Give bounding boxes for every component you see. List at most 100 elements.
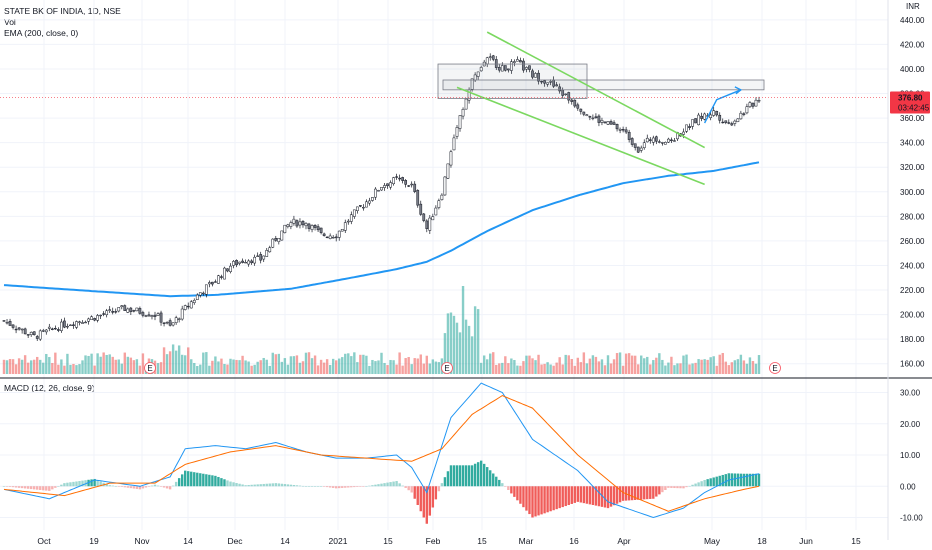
- candle-body: [66, 325, 69, 328]
- projection-arrow: [703, 89, 742, 124]
- time-tick-label: Jun: [799, 536, 813, 546]
- symbol-title[interactable]: STATE BK OF INDIA, 1D, NSE: [4, 6, 121, 16]
- volume-bar: [458, 332, 462, 374]
- candle-body: [162, 322, 166, 324]
- candle-body: [413, 183, 417, 192]
- candle-body: [642, 142, 646, 149]
- volume-bar: [655, 357, 658, 374]
- volume-bar: [365, 355, 368, 374]
- volume-bar: [325, 359, 329, 374]
- volume-bar: [721, 352, 724, 374]
- volume-bar: [319, 359, 323, 374]
- candle-body: [516, 59, 519, 62]
- volume-bar: [187, 347, 190, 374]
- candle-body: [325, 236, 329, 239]
- ema-legend[interactable]: EMA (200, close, 0): [4, 28, 79, 38]
- candle-body: [352, 209, 356, 217]
- candle-body: [383, 185, 386, 188]
- macd-histogram-bar: [313, 486, 317, 487]
- macd-histogram-bar: [295, 485, 299, 487]
- candle-body: [337, 230, 341, 238]
- candle-body: [739, 112, 743, 120]
- candle-body: [35, 336, 39, 339]
- candle-body: [736, 118, 740, 122]
- macd-histogram-bar: [180, 474, 184, 487]
- macd-histogram-bar: [184, 470, 187, 487]
- candle-body: [99, 314, 102, 317]
- volume-bar: [742, 360, 746, 374]
- candle-body: [721, 121, 725, 124]
- candle-body: [431, 216, 435, 221]
- candle-body: [177, 318, 181, 320]
- volume-bar: [416, 358, 419, 374]
- macd-histogram-bar: [171, 485, 175, 487]
- macd-histogram-bar: [558, 486, 561, 509]
- volume-bar: [498, 363, 501, 374]
- candle-body: [32, 331, 36, 336]
- volume-bar: [646, 356, 649, 374]
- drawing-tools[interactable]: [437, 31, 765, 186]
- macd-histogram-bar: [573, 486, 576, 503]
- candle-body: [621, 129, 625, 131]
- candle-body: [168, 320, 172, 326]
- volume-bar: [736, 359, 740, 374]
- candle-body: [159, 312, 163, 323]
- volume-bar: [250, 365, 253, 374]
- macd-histogram-bar: [715, 476, 718, 487]
- volume-bar: [558, 357, 561, 374]
- volume-bar: [132, 360, 136, 374]
- macd-histogram-bar: [452, 465, 456, 487]
- candle-body: [377, 190, 380, 192]
- macd-histogram-bar: [434, 486, 438, 500]
- volume-bar: [256, 361, 259, 374]
- macd-histogram-bar: [265, 483, 268, 487]
- volume-bar: [377, 360, 380, 374]
- candle-body: [226, 268, 229, 272]
- volume-bar: [20, 359, 24, 374]
- volume-bar: [126, 356, 130, 374]
- volume-bar: [180, 354, 184, 374]
- macd-histogram-bar: [36, 486, 39, 490]
- candle-body: [682, 131, 685, 135]
- macd-histogram-bar: [262, 483, 265, 487]
- candle-body: [359, 205, 362, 207]
- volume-bar: [640, 355, 643, 374]
- volume-bar: [573, 365, 576, 374]
- macd-histogram-bar: [301, 485, 305, 487]
- candle-body: [537, 72, 540, 82]
- volume-bar: [331, 358, 335, 374]
- volume-bar: [232, 359, 235, 374]
- macd-histogram-bar: [591, 486, 595, 505]
- volume-bar: [706, 359, 709, 374]
- macd-histogram-bar: [549, 486, 552, 512]
- macd-histogram-bar: [220, 478, 223, 487]
- candle-body: [712, 110, 716, 116]
- macd-histogram-bar: [724, 474, 727, 487]
- macd-legend[interactable]: MACD (12, 26, close, 9): [4, 383, 95, 393]
- macd-histogram-bar: [232, 482, 235, 487]
- volume-bar: [452, 315, 456, 374]
- volume-bar: [751, 361, 755, 374]
- macd-histogram-bar: [754, 473, 758, 487]
- macd-histogram-bar: [353, 486, 356, 488]
- volume-bar: [564, 354, 567, 374]
- volume-bar: [129, 357, 133, 374]
- macd-histogram-bar: [141, 486, 145, 489]
- macd-histogram-bar: [528, 486, 531, 515]
- candle-body: [597, 115, 601, 123]
- macd-histogram-bar: [640, 486, 643, 500]
- macd-histogram-bar: [277, 483, 281, 487]
- candle-body: [214, 281, 217, 283]
- candle-body: [416, 190, 420, 206]
- volume-bar: [57, 364, 60, 374]
- vol-legend[interactable]: Vol: [4, 17, 16, 27]
- volume-bar: [11, 359, 15, 374]
- macd-histogram-bar: [552, 486, 555, 511]
- volume-bar: [165, 354, 169, 374]
- price-tick-label: 440.00: [900, 16, 925, 25]
- macd-histogram-bar: [319, 486, 323, 487]
- macd-histogram-bar: [688, 485, 691, 487]
- volume-bar: [259, 360, 262, 374]
- macd-histogram-bar: [498, 479, 501, 487]
